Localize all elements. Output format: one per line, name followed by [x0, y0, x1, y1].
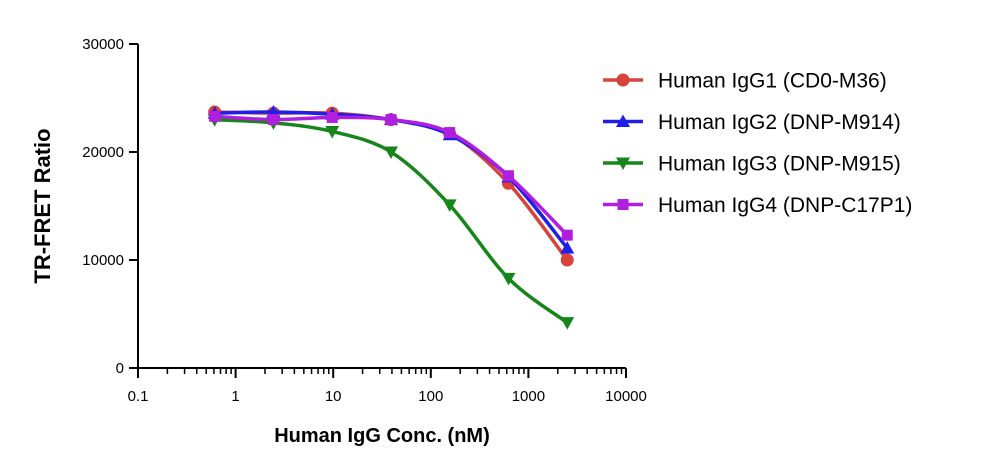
legend-marker: [616, 157, 630, 170]
data-point: [209, 110, 221, 122]
legend-label: Human IgG1 (CD0-M36): [658, 70, 887, 93]
x-tick-label: 1: [231, 388, 239, 405]
data-point: [325, 125, 340, 139]
series-3: [207, 114, 575, 330]
x-axis-title: Human IgG Conc. (nM): [274, 425, 490, 447]
data-point: [560, 317, 575, 330]
plot-area: [207, 105, 575, 330]
y-axis: 0 10000 20000 30000: [82, 36, 139, 377]
legend-marker: [616, 73, 630, 87]
legend-item: Human IgG4 (DNP-C17P1): [603, 194, 912, 217]
legend-label: Human IgG3 (DNP-M915): [658, 153, 901, 176]
x-tick-label: 10: [325, 388, 342, 405]
x-tick-label: 100: [418, 388, 443, 405]
y-tick-label: 0: [116, 360, 124, 377]
x-tick-label: 1000: [512, 388, 545, 405]
legend-label: Human IgG2 (DNP-M914): [658, 111, 901, 134]
y-tick-label: 20000: [82, 144, 124, 161]
y-tick-label: 10000: [82, 252, 124, 269]
data-point: [501, 272, 516, 286]
data-point: [444, 127, 456, 139]
x-tick-label: 10000: [605, 388, 647, 405]
legend-item: Human IgG2 (DNP-M914): [603, 111, 901, 134]
data-point: [267, 114, 279, 126]
data-point: [502, 170, 514, 182]
legend-marker: [617, 199, 629, 210]
data-point: [561, 229, 573, 241]
data-point: [442, 199, 457, 212]
y-axis-title: TR-FRET Ratio: [30, 128, 55, 283]
legend-label: Human IgG4 (DNP-C17P1): [658, 194, 912, 217]
data-point: [560, 253, 574, 267]
series-2: [207, 105, 575, 254]
x-tick-label: 0.1: [128, 388, 149, 405]
legend: Human IgG1 (CD0-M36) Human IgG2 (DNP-M914…: [603, 70, 912, 217]
x-axis: 0.1 1 10 100 1000 10000: [128, 367, 647, 405]
data-point: [326, 111, 338, 123]
data-point: [560, 241, 575, 254]
legend-marker: [616, 114, 630, 127]
legend-item: Human IgG1 (CD0-M36): [603, 70, 887, 93]
legend-item: Human IgG3 (DNP-M915): [603, 153, 901, 176]
y-tick-label: 30000: [82, 36, 124, 53]
data-point: [383, 146, 398, 159]
series-line: [214, 114, 569, 237]
series-4: [209, 110, 573, 241]
data-point: [385, 114, 397, 126]
